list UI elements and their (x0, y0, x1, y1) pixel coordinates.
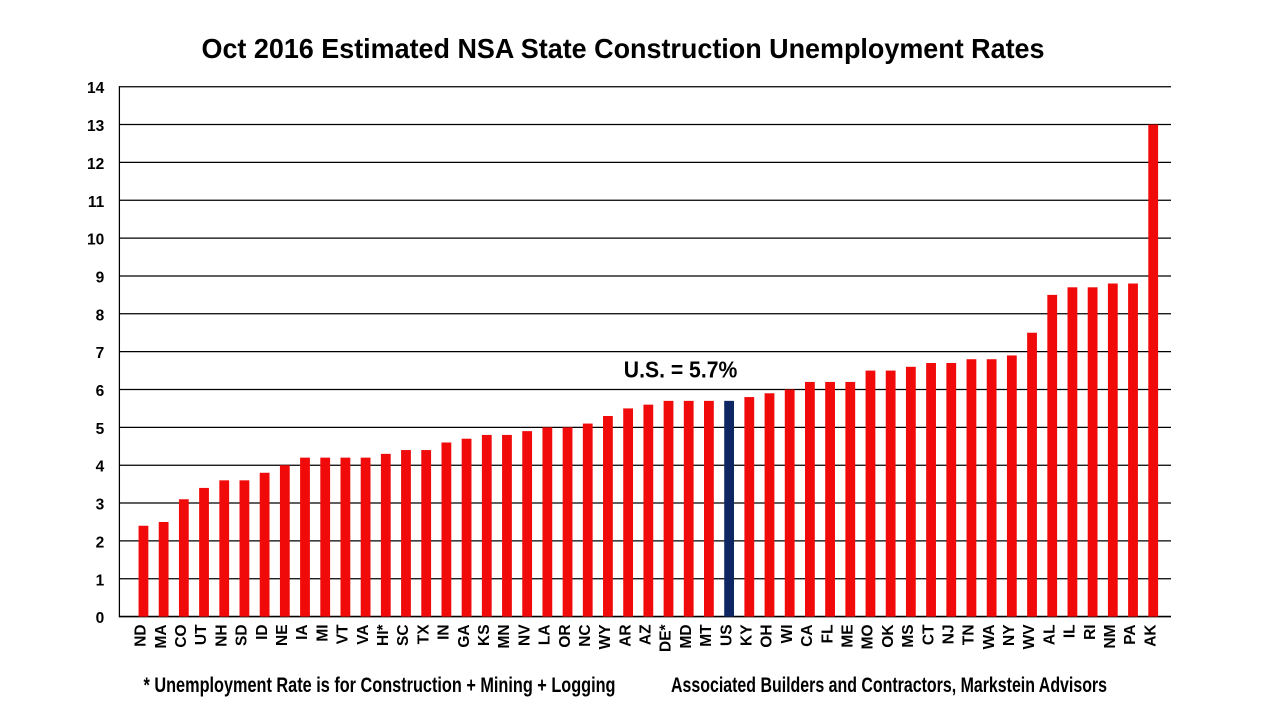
svg-text:CT: CT (920, 624, 937, 645)
svg-text:OR: OR (557, 624, 574, 647)
svg-text:Associated Builders and Contra: Associated Builders and Contractors, Mar… (671, 674, 1107, 697)
svg-text:WA: WA (981, 624, 998, 649)
svg-text:TX: TX (415, 624, 432, 644)
svg-text:CA: CA (799, 624, 816, 646)
svg-text:MD: MD (678, 624, 695, 648)
svg-text:ME: ME (839, 624, 856, 647)
svg-text:OH: OH (759, 624, 776, 647)
svg-text:14: 14 (87, 80, 105, 97)
svg-text:10: 10 (87, 232, 104, 249)
svg-text:MS: MS (900, 624, 917, 647)
svg-text:US: US (718, 624, 735, 646)
svg-text:GA: GA (456, 624, 473, 647)
svg-text:12: 12 (87, 156, 104, 173)
svg-text:* Unemployment Rate is for Con: * Unemployment Rate is for Construction … (144, 674, 616, 697)
svg-text:8: 8 (96, 307, 105, 324)
svg-text:RI: RI (1082, 624, 1099, 640)
svg-text:ID: ID (254, 624, 271, 640)
svg-text:MI: MI (314, 624, 331, 641)
svg-text:VT: VT (335, 624, 352, 644)
svg-text:MA: MA (153, 624, 170, 648)
svg-text:AK: AK (1142, 624, 1159, 647)
svg-text:3: 3 (96, 497, 105, 514)
svg-text:PA: PA (1122, 624, 1139, 644)
svg-text:NY: NY (1001, 624, 1018, 646)
svg-text:9: 9 (96, 269, 105, 286)
svg-text:NH: NH (213, 624, 230, 646)
svg-text:AL: AL (1041, 624, 1058, 645)
svg-text:SC: SC (395, 624, 412, 646)
svg-text:MT: MT (698, 624, 715, 647)
svg-text:DE*: DE* (658, 623, 675, 652)
svg-text:1: 1 (96, 572, 105, 589)
svg-text:IN: IN (436, 624, 453, 640)
svg-text:NE: NE (274, 624, 291, 646)
svg-text:HI*: HI* (375, 623, 392, 646)
svg-text:TN: TN (961, 624, 978, 645)
svg-text:SD: SD (234, 624, 251, 646)
svg-text:NC: NC (577, 624, 594, 646)
svg-text:KY: KY (739, 624, 756, 646)
svg-text:OK: OK (880, 624, 897, 648)
svg-text:IL: IL (1062, 624, 1079, 638)
svg-text:ND: ND (133, 624, 150, 646)
svg-text:2: 2 (96, 534, 105, 551)
svg-text:IA: IA (294, 624, 311, 640)
svg-text:FL: FL (819, 624, 836, 643)
svg-text:UT: UT (193, 624, 210, 645)
svg-text:11: 11 (88, 194, 105, 211)
svg-text:WV: WV (1021, 624, 1038, 650)
svg-text:AZ: AZ (638, 624, 655, 645)
svg-text:LA: LA (537, 624, 554, 645)
svg-text:NM: NM (1102, 624, 1119, 648)
svg-text:WY: WY (597, 624, 614, 650)
svg-text:7: 7 (96, 345, 105, 362)
svg-text:4: 4 (96, 459, 105, 476)
svg-text:U.S. = 5.7%: U.S. = 5.7% (624, 356, 738, 382)
svg-text:VA: VA (355, 624, 372, 644)
svg-text:AR: AR (617, 624, 634, 646)
svg-text:Oct 2016 Estimated NSA State C: Oct 2016 Estimated NSA State Constructio… (202, 33, 1045, 64)
svg-text:13: 13 (87, 118, 105, 135)
svg-text:MO: MO (860, 624, 877, 649)
svg-text:CO: CO (173, 624, 190, 647)
svg-text:NJ: NJ (940, 624, 957, 644)
svg-text:6: 6 (96, 383, 105, 400)
svg-text:0: 0 (96, 610, 105, 627)
svg-text:5: 5 (96, 421, 105, 438)
svg-text:WI: WI (779, 624, 796, 643)
svg-text:NV: NV (516, 624, 533, 646)
svg-text:KS: KS (476, 624, 493, 646)
svg-text:MN: MN (496, 624, 513, 648)
